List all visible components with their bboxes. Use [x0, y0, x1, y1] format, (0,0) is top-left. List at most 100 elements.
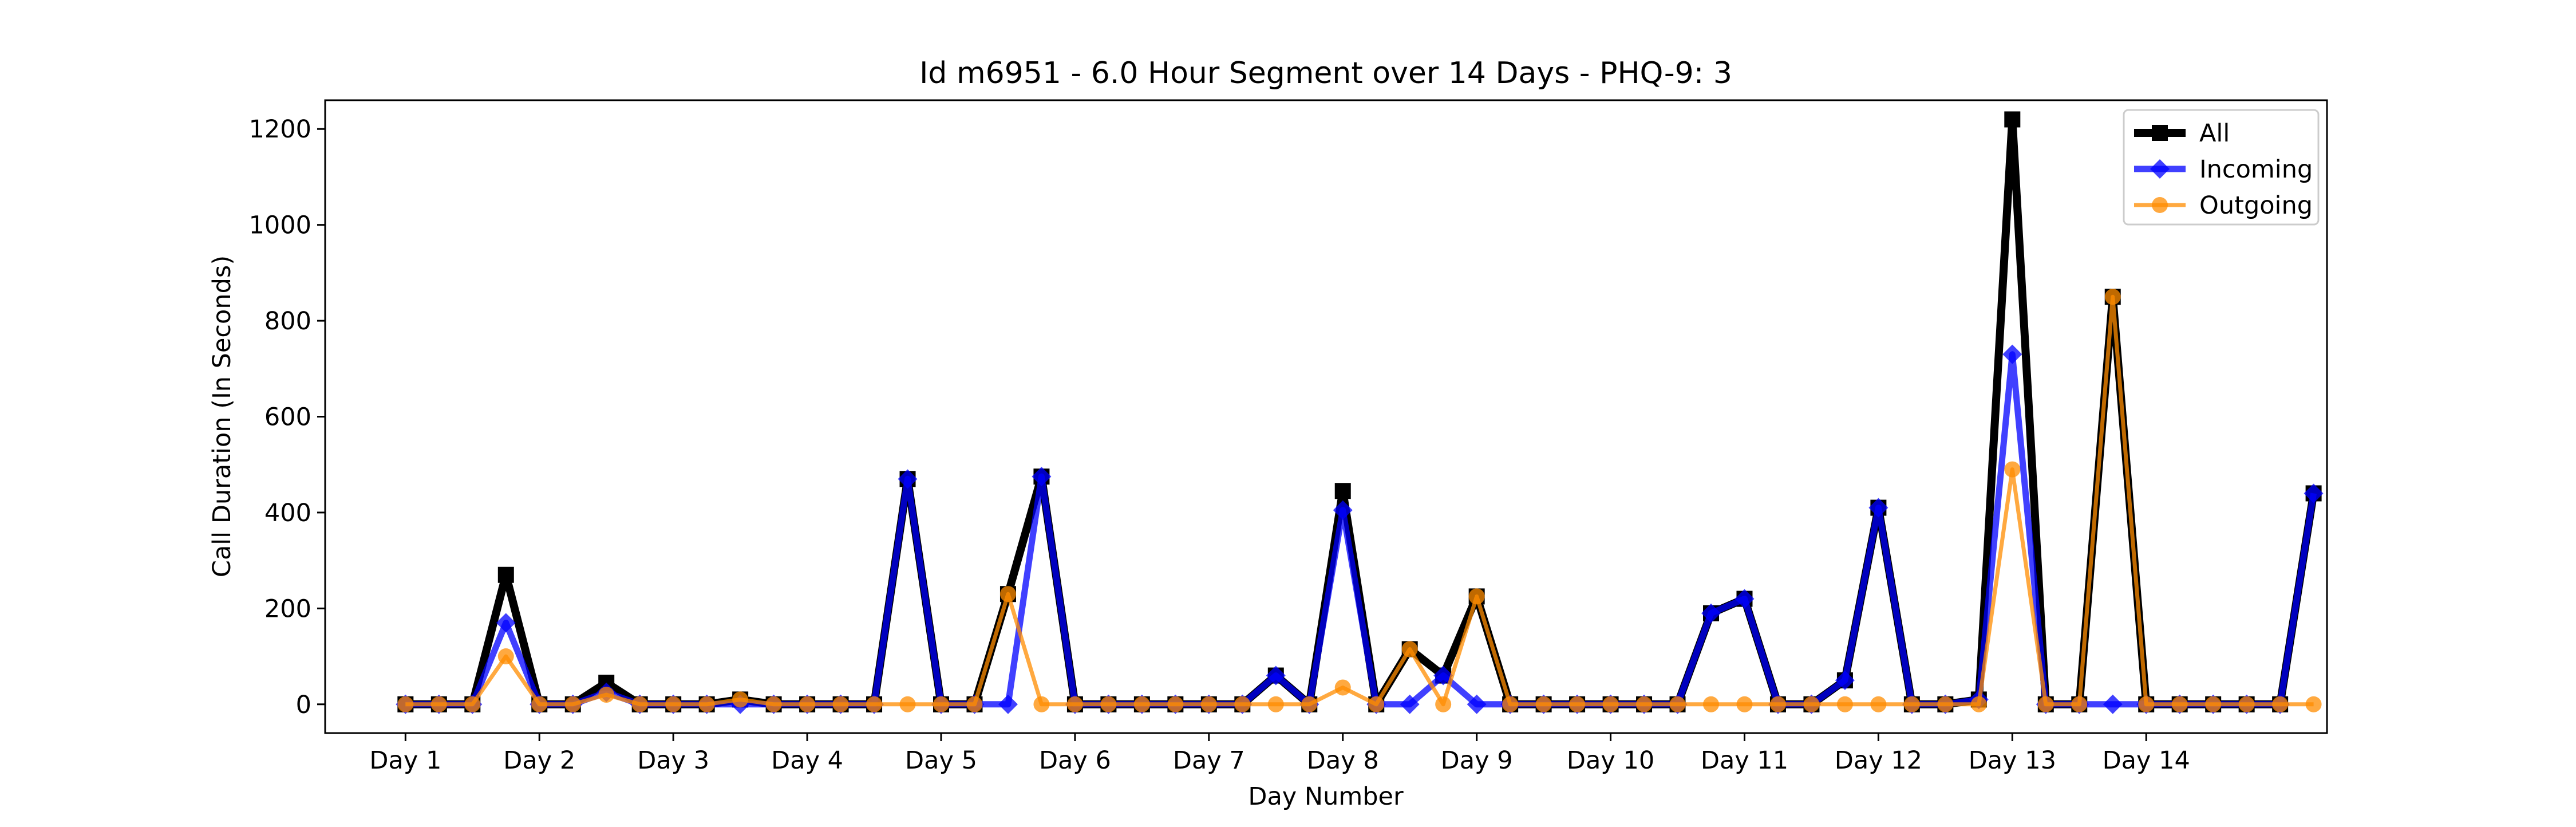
data-point-incoming [1701, 603, 1721, 623]
y-tick-label: 0 [296, 691, 311, 719]
data-point-outgoing [866, 696, 883, 712]
x-tick-label: Day 11 [1701, 746, 1788, 775]
data-point-outgoing [598, 687, 615, 703]
data-point-outgoing [832, 696, 849, 712]
data-point-incoming [1266, 665, 1286, 686]
data-point-outgoing [2305, 696, 2322, 712]
x-tick-label: Day 10 [1567, 746, 1654, 775]
legend-label-incoming: Incoming [2199, 155, 2313, 184]
data-point-incoming [1333, 500, 1353, 520]
data-point-outgoing [430, 696, 447, 712]
data-point-outgoing [1569, 696, 1586, 712]
data-point-outgoing [1937, 696, 1954, 712]
data-point-incoming [1433, 665, 1453, 686]
legend-item-all: All [2134, 119, 2230, 148]
data-point-outgoing [899, 696, 916, 712]
data-point-outgoing [966, 696, 983, 712]
data-point-outgoing [1368, 696, 1385, 712]
y-tick-label: 800 [264, 307, 311, 336]
x-tick-label: Day 6 [1039, 746, 1111, 775]
legend-marker-incoming [2150, 159, 2170, 179]
series-layer [396, 111, 2324, 714]
data-point-outgoing [1100, 696, 1117, 712]
data-point-outgoing [1435, 696, 1452, 712]
data-point-outgoing [1401, 641, 1418, 657]
x-tick-label: Day 5 [905, 746, 977, 775]
legend-item-outgoing: Outgoing [2134, 191, 2313, 220]
data-point-outgoing [2171, 696, 2188, 712]
data-point-outgoing [1636, 696, 1653, 712]
x-tick-label: Day 14 [2103, 746, 2190, 775]
data-point-outgoing [1334, 679, 1351, 696]
x-tick-label: Day 8 [1307, 746, 1379, 775]
legend-marker-all [2152, 125, 2168, 141]
data-point-incoming [1467, 694, 1487, 714]
data-point-outgoing [698, 696, 715, 712]
data-point-outgoing [1133, 696, 1150, 712]
data-point-all [2004, 111, 2021, 128]
data-point-outgoing [564, 696, 581, 712]
y-tick-label: 600 [264, 403, 311, 432]
axis-ticks: 0 200 400 600 800 1000 1200 Day 1 Day 2 Day 3 Day … [249, 115, 2190, 775]
data-point-outgoing [1703, 696, 1719, 712]
x-tick-label: Day 3 [637, 746, 709, 775]
data-point-incoming [998, 694, 1018, 714]
data-point-outgoing [1602, 696, 1619, 712]
data-point-outgoing [1970, 696, 1987, 712]
data-point-outgoing [665, 696, 682, 712]
x-tick-label: Day 9 [1441, 746, 1513, 775]
legend-frame [2123, 109, 2320, 226]
series-line-outgoing [405, 294, 2314, 707]
data-point-outgoing [2138, 696, 2155, 712]
data-point-outgoing [2104, 289, 2121, 305]
data-point-incoming [2002, 344, 2022, 364]
data-point-outgoing [999, 586, 1016, 602]
x-tick-label: Day 2 [503, 746, 575, 775]
data-point-all [1334, 483, 1351, 499]
data-point-outgoing [1502, 696, 1519, 712]
data-point-incoming [1735, 589, 1755, 609]
data-point-outgoing [2205, 696, 2222, 712]
data-point-outgoing [531, 696, 548, 712]
data-point-outgoing [933, 696, 949, 712]
x-tick-label: Day 7 [1173, 746, 1245, 775]
data-point-outgoing [1736, 696, 1753, 712]
y-tick-label: 200 [264, 594, 311, 623]
data-point-outgoing [2037, 696, 2054, 712]
x-tick-label: Day 13 [1969, 746, 2056, 775]
data-point-outgoing [1167, 696, 1184, 712]
x-tick-label: Day 4 [771, 746, 843, 775]
data-point-outgoing [1870, 696, 1887, 712]
x-axis-title: Day Number [1248, 782, 1404, 811]
data-point-incoming [496, 613, 516, 633]
chart-title: Id m6951 - 6.0 Hour Segment over 14 Days… [919, 56, 1732, 90]
data-point-outgoing [464, 696, 481, 712]
data-point-outgoing [1267, 696, 1284, 712]
data-point-incoming [1400, 694, 1420, 714]
data-point-incoming [1868, 498, 1888, 518]
data-point-incoming [2103, 694, 2123, 714]
data-point-outgoing [2272, 696, 2289, 712]
y-axis-title: Call Duration (In Seconds) [208, 255, 236, 577]
x-tick-label: Day 12 [1835, 746, 1922, 775]
series-outgoing [397, 289, 2322, 712]
data-point-outgoing [799, 696, 816, 712]
data-point-outgoing [631, 696, 648, 712]
data-point-outgoing [397, 696, 414, 712]
legend: All Incoming Outgoing [2123, 109, 2320, 226]
series-line-incoming [405, 351, 2317, 708]
data-point-outgoing [1066, 696, 1083, 712]
data-point-outgoing [2238, 696, 2255, 712]
data-point-outgoing [2071, 696, 2088, 712]
data-point-outgoing [765, 696, 782, 712]
data-point-outgoing [497, 648, 514, 665]
legend-marker-outgoing [2152, 197, 2168, 213]
legend-label-outgoing: Outgoing [2199, 191, 2313, 220]
data-point-outgoing [1836, 696, 1853, 712]
data-point-incoming [2304, 483, 2324, 503]
data-point-outgoing [2004, 461, 2021, 478]
data-point-outgoing [1301, 696, 1318, 712]
data-point-incoming [898, 469, 918, 489]
